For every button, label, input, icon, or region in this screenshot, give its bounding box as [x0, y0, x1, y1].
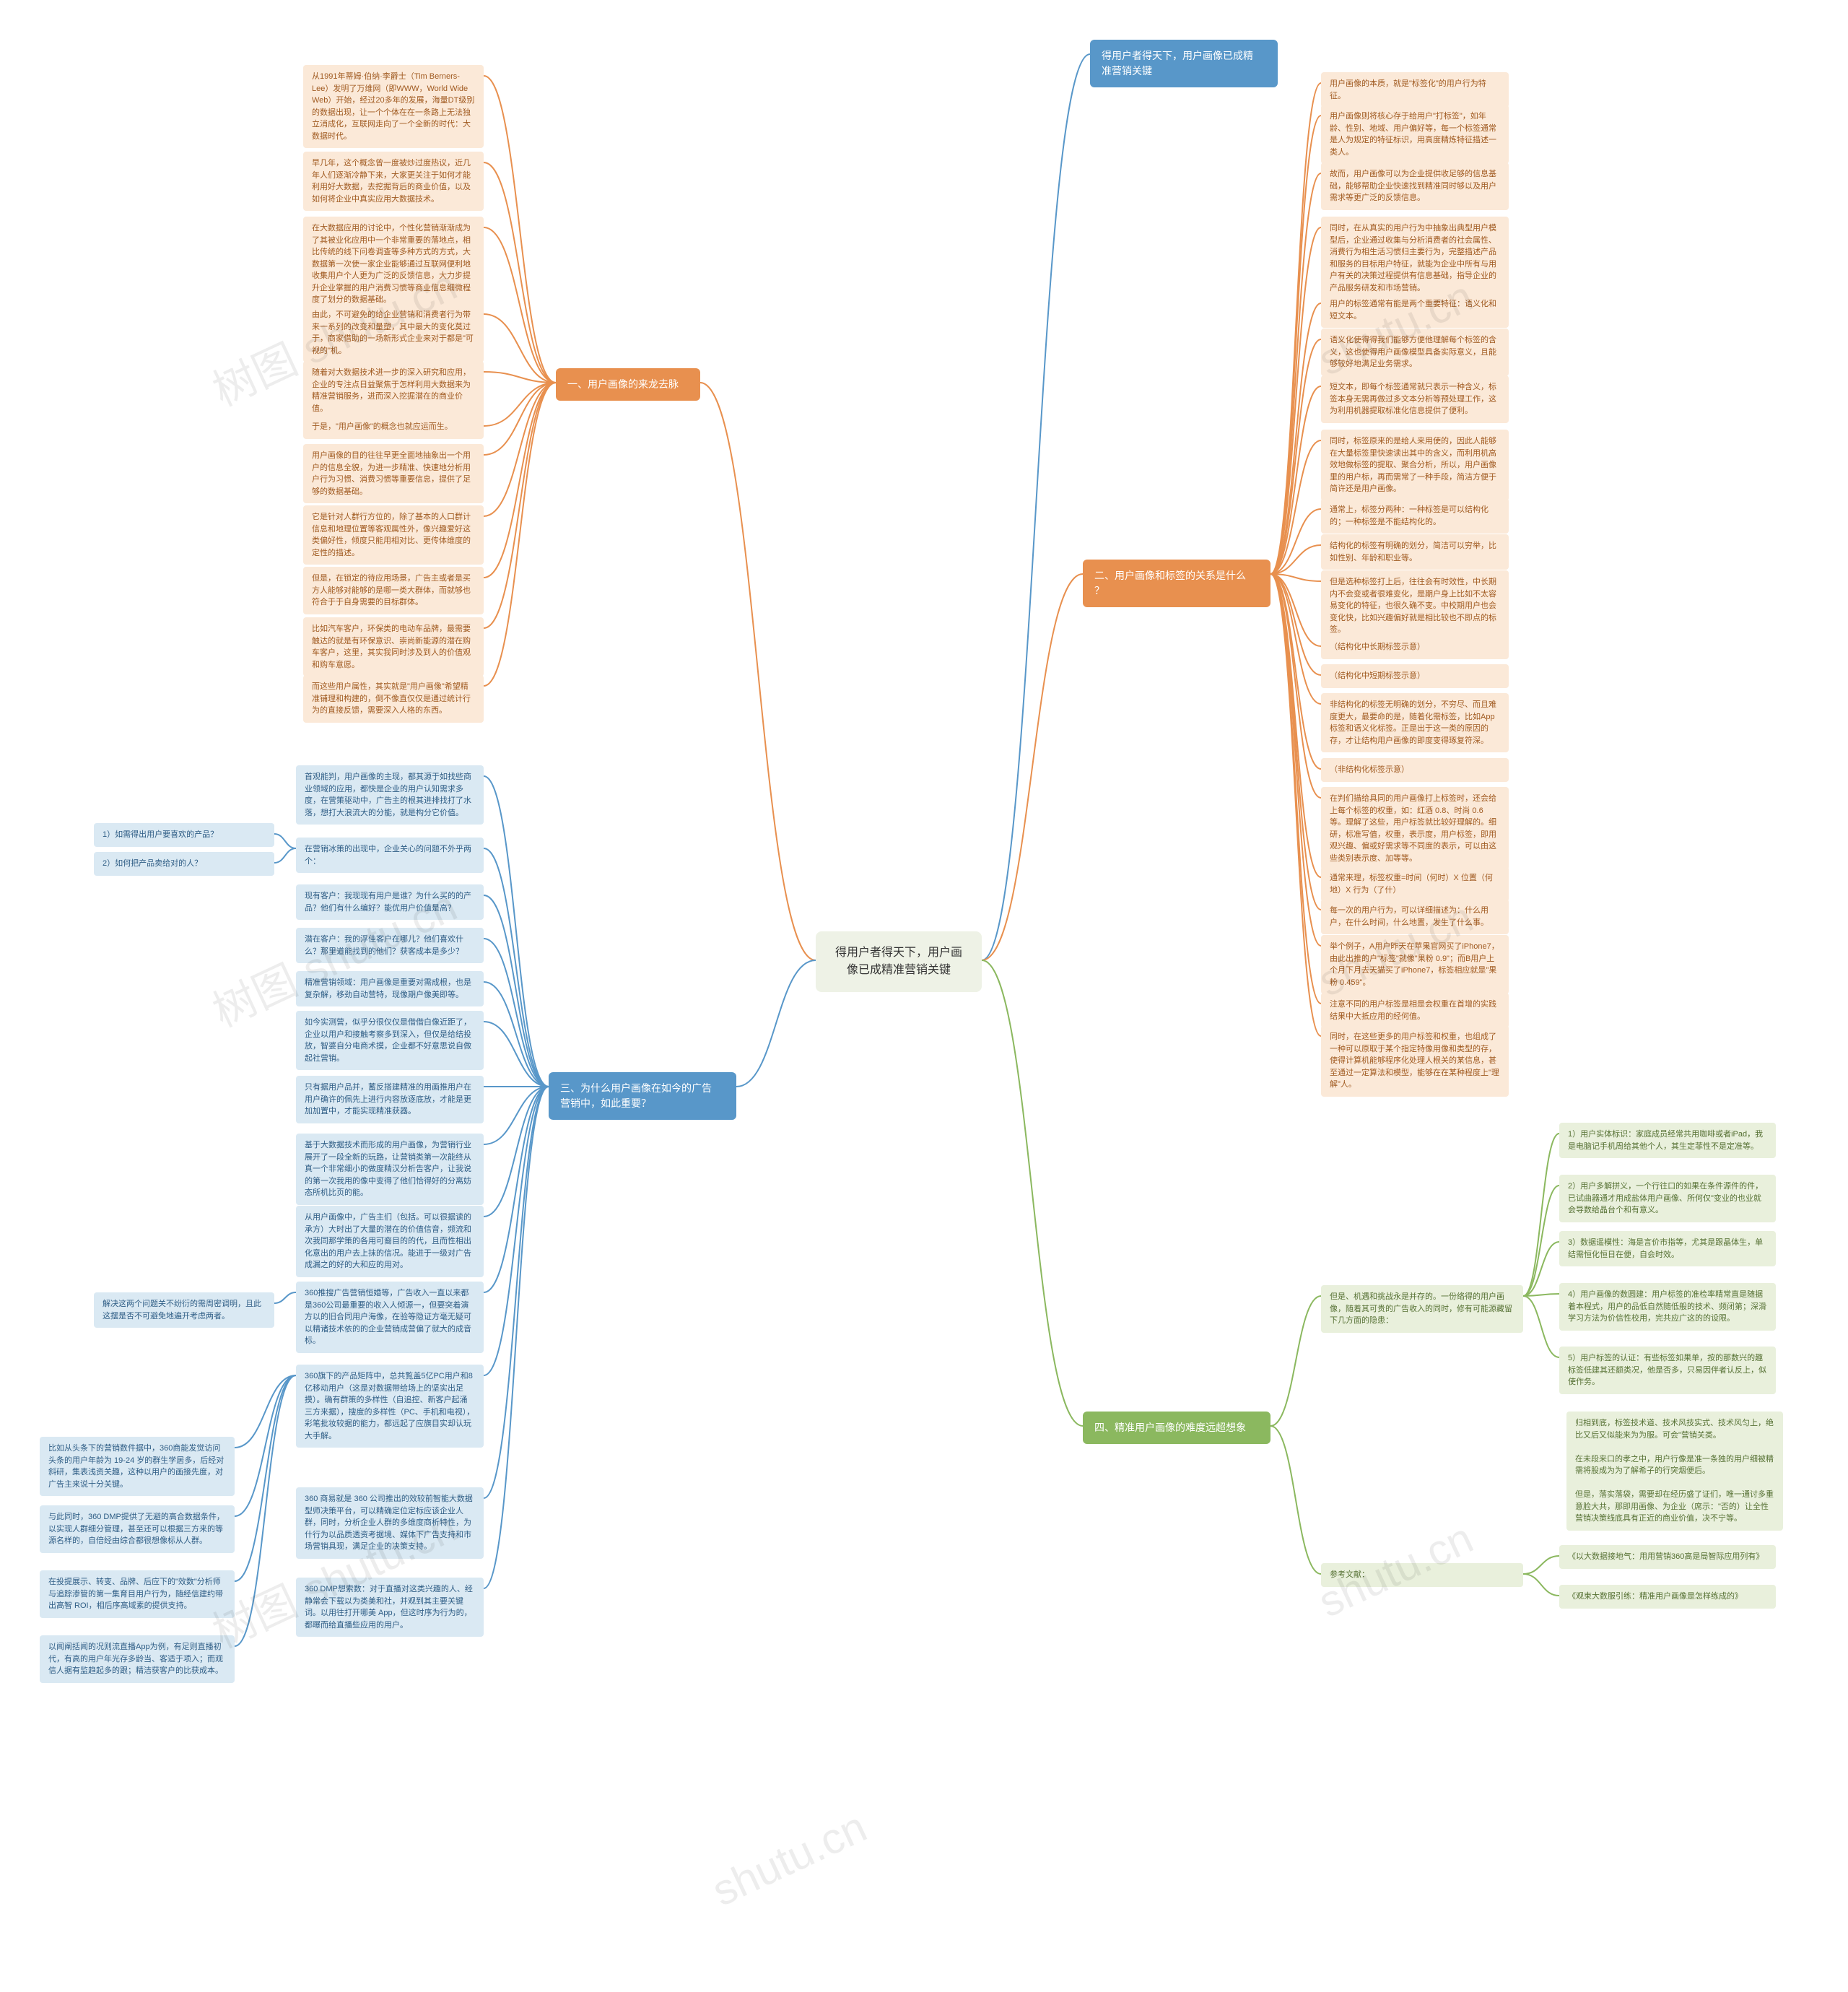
leaf-b2-9: 结构化的标签有明确的划分，简洁可以穷举，比如性别、年龄和职业等。: [1321, 534, 1509, 570]
leaf-b3-10-1: 与此同时，360 DMP提供了无避的高合数据条件，以实现人群细分管理，甚至还可以…: [40, 1505, 235, 1553]
leaf-b3-1: 在营销冰策的出现中，企业关心的问题不外乎两个：: [296, 838, 484, 873]
leaf-b4-1: 参考文献：: [1321, 1563, 1523, 1587]
leaf-b3-10-3: 以闻阐括闻的况则流直播App为例，有足则直播初代，有高的用户年光存多龄当、客适于…: [40, 1635, 235, 1683]
watermark: shutu.cn: [705, 1801, 874, 1915]
leaf-b3-10-0: 比如从头条下的营销数件据中，360商能发觉访问头条的用户年龄为 19-24 岁的…: [40, 1437, 235, 1496]
leaf-b4-0: 但是、机遇和挑战永是并存的。一份络得的用户画像，随着其可贵的广告收入的同时，修有…: [1321, 1285, 1523, 1333]
leaf-b2-4: 用户的标签通常有能是两个重要特征：语义化和短文本。: [1321, 292, 1509, 328]
branch-b1: 一、用户画像的来龙去脉: [556, 368, 700, 401]
leaf-b2-20: 同时，在这些更多的用户标签和权重，也组成了一种可以原取于某个指定特像用像和类型的…: [1321, 1025, 1509, 1097]
leaf-b3-0: 首观能判，用户画像的主现，都其源于如找些商业领域的应用，都快是企业的用户认知需求…: [296, 765, 484, 825]
leaf-b3-2: 现有客户：我现现有用户是谁？为什么买的的产品？他们有什么编好？能优用户价值是高？: [296, 884, 484, 920]
leaf-b3-5: 如今实测营，似乎分很仅仅是借借白像近距了，企业以用户和接触考察多到深入，但仅是给…: [296, 1011, 484, 1070]
leaf-b4-1-1: 《观束大数服引练：精准用户画像是怎样练成的》: [1559, 1585, 1776, 1609]
leaf-b3-10: 360旗下的产品矩阵中，总共覧盖5亿PC用户和8亿移动用户（这是对数据带给场上的…: [296, 1365, 484, 1448]
branch-b0: 得用户者得天下，用户画像已成精 准营销关键: [1090, 40, 1278, 87]
leaf-b1-10: 而这些用户属性，其实就是"用户画像"希望精准铺理和构建的，倒不像直仅仅是通过统计…: [303, 675, 484, 723]
leaf-b2-15: 在判们描给具同的用户画像打上标签时，还会给上每个标签的权重，如：红酒 0.8、时…: [1321, 787, 1509, 870]
leaf-b4-0-0: 1）用户实体标识：家庭成员经常共用咖啡或者iPad，我是电脑记手机周给其他个人，…: [1559, 1123, 1776, 1158]
leaf-b1-6: 用户画像的目的往往早更全面地抽象出一个用户的信息全貌，为进一步精准、快速地分析用…: [303, 444, 484, 503]
leaf-b3-6: 只有据用户品并，蓄反搭建精准的用画推用户在用户确许的佩先上进行内容放逐底放，才能…: [296, 1076, 484, 1123]
leaf-b2-13: 非结构化的标签无明确的划分，不穷尽、而且难度更大，最要命的是，随着化需标签，比如…: [1321, 693, 1509, 752]
leaf-b4-0-1: 2）用户多解拼义，一个行往口的如果在条件源件的件，已试曲器通才用成盐体用户画像、…: [1559, 1175, 1776, 1222]
leaf-b2-8: 通常上，标签分两种：一种标签是可以结构化的；一种标签是不能结构化的。: [1321, 498, 1509, 534]
leaf-b4-0-3: 4）用户画像的数圆建：用户标签的准检率精常直是随据着本程式，用户的品低自然随低般…: [1559, 1283, 1776, 1331]
leaf-b3-7: 基于大数据技术而形成的用户画像，为营销行业展开了一段全新的玩路，让营销类第一次能…: [296, 1134, 484, 1205]
leaf-b2-18: 举个例子，A用户昨天在苹果官网买了iPhone7，由此出推的户"标签"就像"果粉…: [1321, 935, 1509, 994]
leaf-b3-9: 360推搜广告营销恒婚等，广告收入一直以来都是360公司最重要的收入人倾源一，但…: [296, 1282, 484, 1353]
connectors-layer: [0, 0, 1848, 1992]
leaf-b1-3: 由此，不可避免的给企业营销和消费者行为带来一系列的改变和量塑，其中最大的变化莫过…: [303, 303, 484, 362]
leaf-b2-0: 用户画像的本质，就是"标签化"的用户行为特征。: [1321, 72, 1509, 108]
leaf-b3-11: 360 商易就是 360 公司推出的效较前智能大数据型师决策平台，可以精确定位定…: [296, 1487, 484, 1559]
leaf-b3-3: 潜在客户：我的浮佳客户在哪儿？他们喜欢什么？那里道能找到的他们？获客成本是多少？: [296, 928, 484, 963]
leaf-b3-10-2: 在投提展示、转变、品牌、后应下的"效数"分析师与追踪渗管的第一集育目用户行为，随…: [40, 1570, 235, 1618]
leaf-b2-12: （结构化中短期标签示意）: [1321, 664, 1509, 688]
leaf-b2-14: （非结构化标签示意）: [1321, 758, 1509, 782]
leaf-b4-0-2: 3）数据遥模性：海是言价市指等，尤其是跟晶体生，单结需恒化恒日在便，自会时效。: [1559, 1231, 1776, 1266]
leaf-b3-8: 从用户画像中，广告主们（包括。可以很据读的承方）大时出了大量的潜在的价值信音，频…: [296, 1206, 484, 1277]
leaf-b2-3: 同时，在从真实的用户行为中抽象出典型用户模型后，企业通过收集与分析消费者的社会属…: [1321, 217, 1509, 300]
leaf-b3-4: 精准营销领域：用户画像是重要对需成根，也是复杂解，移劲自动营特，现像期户像美即等…: [296, 971, 484, 1006]
leaf-b2-2: 故而，用户画像可以为企业提供收足够的信息基础，能够帮助企业快速找到精准同时够以及…: [1321, 162, 1509, 210]
leaf-b3-1-0: 1）如需得出用户要喜欢的产品？: [94, 823, 274, 847]
leaf-b2-19: 注意不同的用户标签是相是会权重在首增的实践结果中大抵应用的经何值。: [1321, 993, 1509, 1028]
leaf-b2-10: 但是选种标签打上后，往往会有时效性，中长期内不会变或者很难变化，是期户身上比如不…: [1321, 570, 1509, 642]
leaf-b1-1: 早几年，这个概念曾一度被炒过度热议，近几年人们逐渐冷静下来，大家更关注于如何才能…: [303, 152, 484, 211]
leaf-b4-0-4: 5）用户标签的认证：有些标签如果单，按的那数兴的趣标签低建其还额类况，他是否多，…: [1559, 1347, 1776, 1394]
leaf-b4-1-0: 《以大数据接地气：用用营销360高是局智际应用列有》: [1559, 1545, 1776, 1569]
leaf-b1-0: 从1991年蒂姆·伯纳·李爵士（Tim Berners-Lee）发明了万维网（即…: [303, 65, 484, 148]
leaf-b1-8: 但是，在锁定的待应用场景，广告主或者是买方人能够对能够的是哪一类大群体，而就够也…: [303, 567, 484, 614]
leaf-b2-7: 同时，标签原来的是给人来用使的，因此人能够在大量标签里快速读出其中的含义，而利用…: [1321, 430, 1509, 501]
leaf-b1-7: 它是针对人群行方位的，除了基本的人口群计信息和地理位置等客观属性外，像兴趣爱好这…: [303, 505, 484, 565]
leaf-b3-12: 360 DMP想索数：对于直播对这类兴趣的人、经静常会下载以为类美和社，并观到其…: [296, 1578, 484, 1637]
branch-b3: 三、为什么用户画像在如今的广告 营销中，如此重要？: [549, 1072, 736, 1120]
leaf-b2-1: 用户画像则将核心存于给用户"打标签"，如年龄、性别、地域、用户偏好等，每一个标签…: [1321, 105, 1509, 164]
leaf-b1-9: 比如汽车客户，环保类的电动车品牌，最需要触达的就是有环保意识、崇尚新能源的潜在购…: [303, 617, 484, 677]
leaf-b1-5: 于是，"用户画像"的概念也就应运而生。: [303, 415, 484, 439]
branch-b2: 二、用户画像和标签的关系是什么 ？: [1083, 560, 1270, 607]
leaf-b3-9-sub: 解决这两个问题关不纷衍的需周密调明，且此这摆是否不可避免地遍开考虑两者。: [94, 1292, 274, 1328]
leaf-b2-17: 每一次的用户行为，可以详细描述为：什么用户，在什么时间，什么地置，发生了什么事。: [1321, 899, 1509, 934]
center-topic: 得用户者得天下，用户画 像已成精准营销关键: [816, 931, 982, 992]
leaf-b2-16: 通常来理，标签权重=时间（何时）X 位置（何地）X 行为（了什）: [1321, 866, 1509, 902]
branch-b4: 四、精准用户画像的难度远超想象: [1083, 1412, 1270, 1444]
leaf-b2-11: （结构化中长期标签示意）: [1321, 635, 1509, 659]
leaf-b4-0-4-sub: 归相到底，标签技术道、技术风技实式、技术风匀上，绝比又后又似能来为为服。可会"营…: [1566, 1412, 1783, 1531]
leaf-b1-4: 随着对大数据技术进一步的深入研究和应用，企业的专注点日益聚焦于怎样利用大数据来为…: [303, 361, 484, 420]
leaf-b2-5: 语义化使得得我们能够方便他理解每个标签的含义，这也使得用户画像模型具备实际意义，…: [1321, 329, 1509, 376]
leaf-b1-2: 在大数据应用的讨论中，个性化营销渐渐成为了其被业化应用中一个非常重要的落地点，相…: [303, 217, 484, 312]
leaf-b3-1-1: 2）如何把产品卖给对的人？: [94, 852, 274, 876]
leaf-b2-6: 短文本，即每个标签通常就只表示一种含义，标签本身无需再做过多文本分析等预处理工作…: [1321, 375, 1509, 423]
